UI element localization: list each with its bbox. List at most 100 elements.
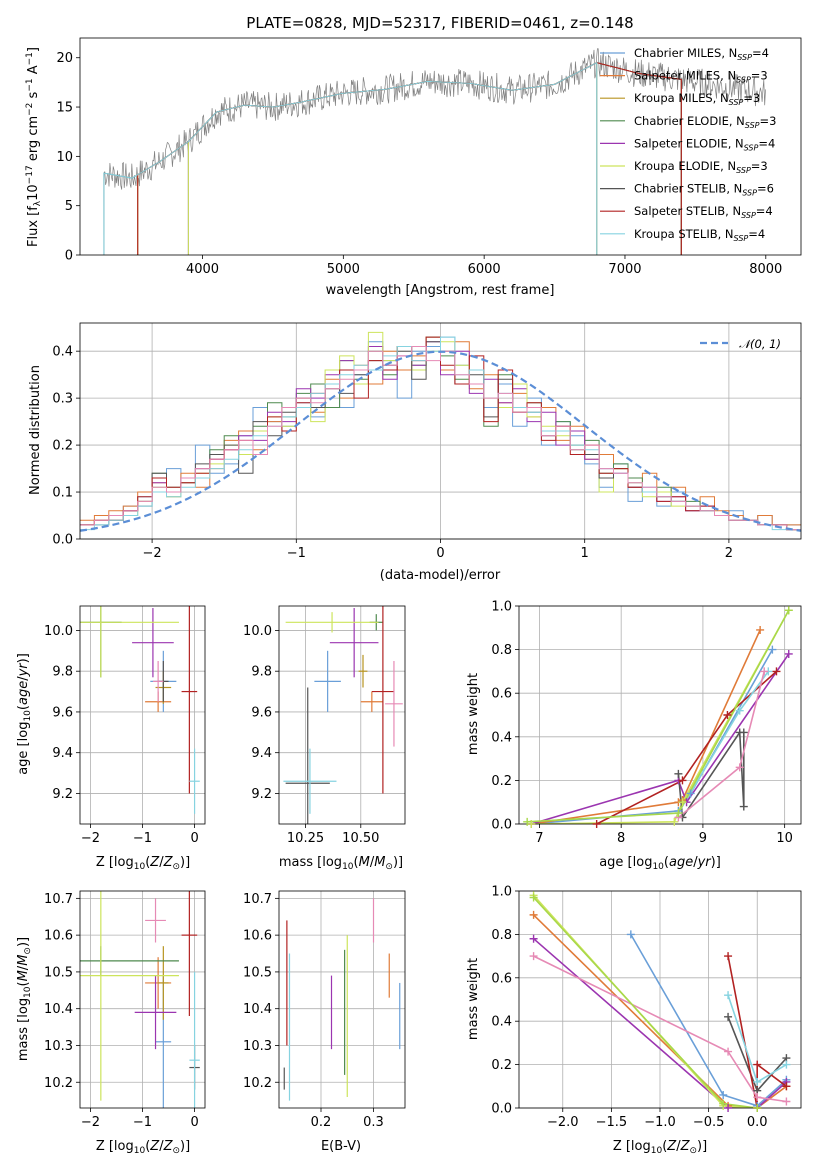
y-tick-label: 0.0	[491, 818, 512, 833]
weight-series-line	[527, 610, 790, 823]
model-spectrum-line	[137, 62, 682, 255]
axes-box	[278, 890, 406, 1109]
histogram-series	[80, 346, 801, 531]
y-tick-label: 15	[56, 101, 73, 116]
y-tick-label: 10.4	[243, 1002, 272, 1017]
weight-series-line	[727, 955, 787, 1108]
x-tick-label: 10.25	[287, 831, 324, 846]
massweight-vs-age-ylabel: mass weight	[466, 673, 481, 755]
y-tick-label: 0.2	[491, 774, 512, 789]
mass-vs-metallicity-plot-area: −2 −1 0 10.2 10.3 10.4 10.5 10.6 10.7	[44, 890, 206, 1130]
y-tick-label: 9.8	[52, 665, 73, 680]
y-tick-label: 10.6	[243, 929, 272, 944]
massweight-vs-age-panel: 7 8 9 10 0.0 0.2 0.4 0.6 0.8 1.0 age [log10(age/y…	[466, 600, 802, 872]
age-vs-mass-panel: 10.25 10.50 9.2 9.4 9.6 9.8 10.0 mass [log10(M…	[243, 605, 406, 872]
y-tick-label: 10.7	[44, 892, 73, 907]
y-tick-label: 0.2	[491, 1058, 512, 1073]
legend-entry: 𝒩(0, 1)	[739, 337, 781, 351]
x-tick-label: −1	[287, 546, 306, 561]
mass-vs-metallicity-panel: −2 −1 0 10.2 10.3 10.4 10.5 10.6 10.7 Z [log10(Z…	[16, 890, 206, 1156]
plus-marker	[724, 1012, 733, 1021]
y-tick-label: 0.8	[491, 928, 512, 943]
grid	[519, 890, 801, 1109]
model-spectrum-line	[103, 61, 598, 255]
massweight-vs-metallicity-plot-area: −2.0 −1.5 −1.0 −0.5 0.0 0.0 0.2 0.4 0.6 0.8 1.0	[491, 885, 802, 1130]
plot-content	[103, 48, 766, 255]
axes-box	[278, 605, 406, 825]
y-tick-label: 9.8	[251, 665, 272, 680]
plus-marker	[724, 991, 733, 1000]
axes-box	[79, 605, 206, 825]
x-tick-label: 0	[190, 831, 198, 846]
axes-box	[79, 37, 802, 256]
x-tick-label: 0.0	[747, 1115, 768, 1130]
age-vs-metallicity-xlabel: Z [log10(Z/Z⊙)]	[96, 855, 190, 872]
axes-frame: −2 −1 0 10.2 10.3 10.4 10.5 10.6 10.7	[44, 890, 206, 1130]
massweight-vs-metallicity-panel: −2.0 −1.5 −1.0 −0.5 0.0 0.0 0.2 0.4 0.6 0.8 1.0 Z …	[466, 885, 802, 1156]
plot-content	[527, 610, 790, 824]
x-tick-label: 2	[725, 546, 733, 561]
y-tick-label: 1.0	[491, 885, 512, 900]
weight-series-line	[533, 894, 758, 1108]
spectrum-title: PLATE=0828, MJD=52317, FIBERID=0461, z=0…	[246, 14, 633, 32]
legend-entry: Chabrier MILES, NSSP=4	[634, 46, 769, 62]
y-tick-label: 5	[65, 199, 73, 214]
residuals-legend: 𝒩(0, 1)	[700, 337, 781, 351]
y-tick-label: 9.6	[251, 705, 272, 720]
plus-marker	[674, 809, 683, 818]
plus-marker	[784, 606, 793, 615]
x-tick-label: 10.50	[342, 831, 379, 846]
y-tick-label: 0.3	[52, 392, 73, 407]
legend-entry: Kroupa MILES, NSSP=3	[634, 91, 760, 107]
y-tick-label: 0.4	[491, 1015, 512, 1030]
axes-frame: 7 8 9 10 0.0 0.2 0.4 0.6 0.8 1.0	[491, 600, 802, 846]
x-tick-label: −2	[81, 1115, 100, 1130]
residuals-panel: −2 −1 0 1 2 0.0 0.1 0.2 0.3 0.4 𝒩(0, 1) (data-mode…	[28, 322, 802, 583]
x-tick-label: 10	[776, 831, 793, 846]
y-tick-label: 10.3	[44, 1039, 73, 1054]
plus-marker	[739, 802, 748, 811]
y-tick-label: 9.4	[251, 746, 272, 761]
plus-marker	[753, 1077, 762, 1086]
y-tick-label: 9.2	[52, 787, 73, 802]
axes-frame: 4000 5000 6000 7000 8000 0 5 10 15 20 Chabrier MIL…	[56, 37, 802, 277]
weight-series-line	[531, 653, 790, 824]
weight-series-line	[533, 938, 787, 1108]
legend-entry: Chabrier ELODIE, NSSP=3	[634, 114, 776, 130]
plot-content	[283, 606, 403, 824]
y-tick-label: 0.0	[491, 1102, 512, 1117]
massweight-vs-age-plot-area: 7 8 9 10 0.0 0.2 0.4 0.6 0.8 1.0	[491, 600, 802, 846]
y-tick-label: 20	[56, 51, 73, 66]
residuals-plot-area: −2 −1 0 1 2 0.0 0.1 0.2 0.3 0.4 𝒩(0, 1)	[52, 322, 802, 561]
legend-entry: Kroupa ELODIE, NSSP=3	[634, 159, 768, 175]
plus-marker	[686, 789, 695, 798]
x-tick-label: 0	[436, 546, 444, 561]
plus-marker	[678, 776, 687, 785]
grid	[279, 606, 405, 824]
x-tick-label: 1	[581, 546, 589, 561]
weight-series-line	[630, 934, 787, 1107]
y-tick-label: 0.1	[52, 486, 73, 501]
y-tick-label: 0.4	[52, 345, 73, 360]
age-vs-mass-xlabel: mass [log10(M/M⊙)]	[279, 855, 403, 872]
massweight-vs-metallicity-ylabel: mass weight	[466, 958, 481, 1040]
axes-frame: 0.2 0.3 10.2 10.3 10.4 10.5 10.6 10.7	[243, 890, 406, 1130]
y-tick-label: 10.0	[243, 624, 272, 639]
mass-vs-ebv-xlabel: E(B-V)	[321, 1139, 361, 1154]
plus-marker	[782, 1060, 791, 1069]
plus-marker	[753, 1060, 762, 1069]
x-tick-label: 0.2	[311, 1115, 332, 1130]
grid	[279, 891, 405, 1108]
plus-marker	[784, 649, 793, 658]
y-tick-label: 0.6	[491, 971, 512, 986]
age-vs-mass-plot-area: 10.25 10.50 9.2 9.4 9.6 9.8 10.0	[243, 605, 406, 846]
y-tick-label: 0.6	[491, 687, 512, 702]
mass-vs-metallicity-xlabel: Z [log10(Z/Z⊙)]	[96, 1139, 190, 1156]
plus-marker	[735, 763, 744, 772]
x-tick-label: 9	[699, 831, 707, 846]
y-tick-label: 10.7	[243, 892, 272, 907]
plus-marker	[735, 706, 744, 715]
x-tick-label: −1	[133, 1115, 152, 1130]
plus-marker	[670, 817, 679, 826]
